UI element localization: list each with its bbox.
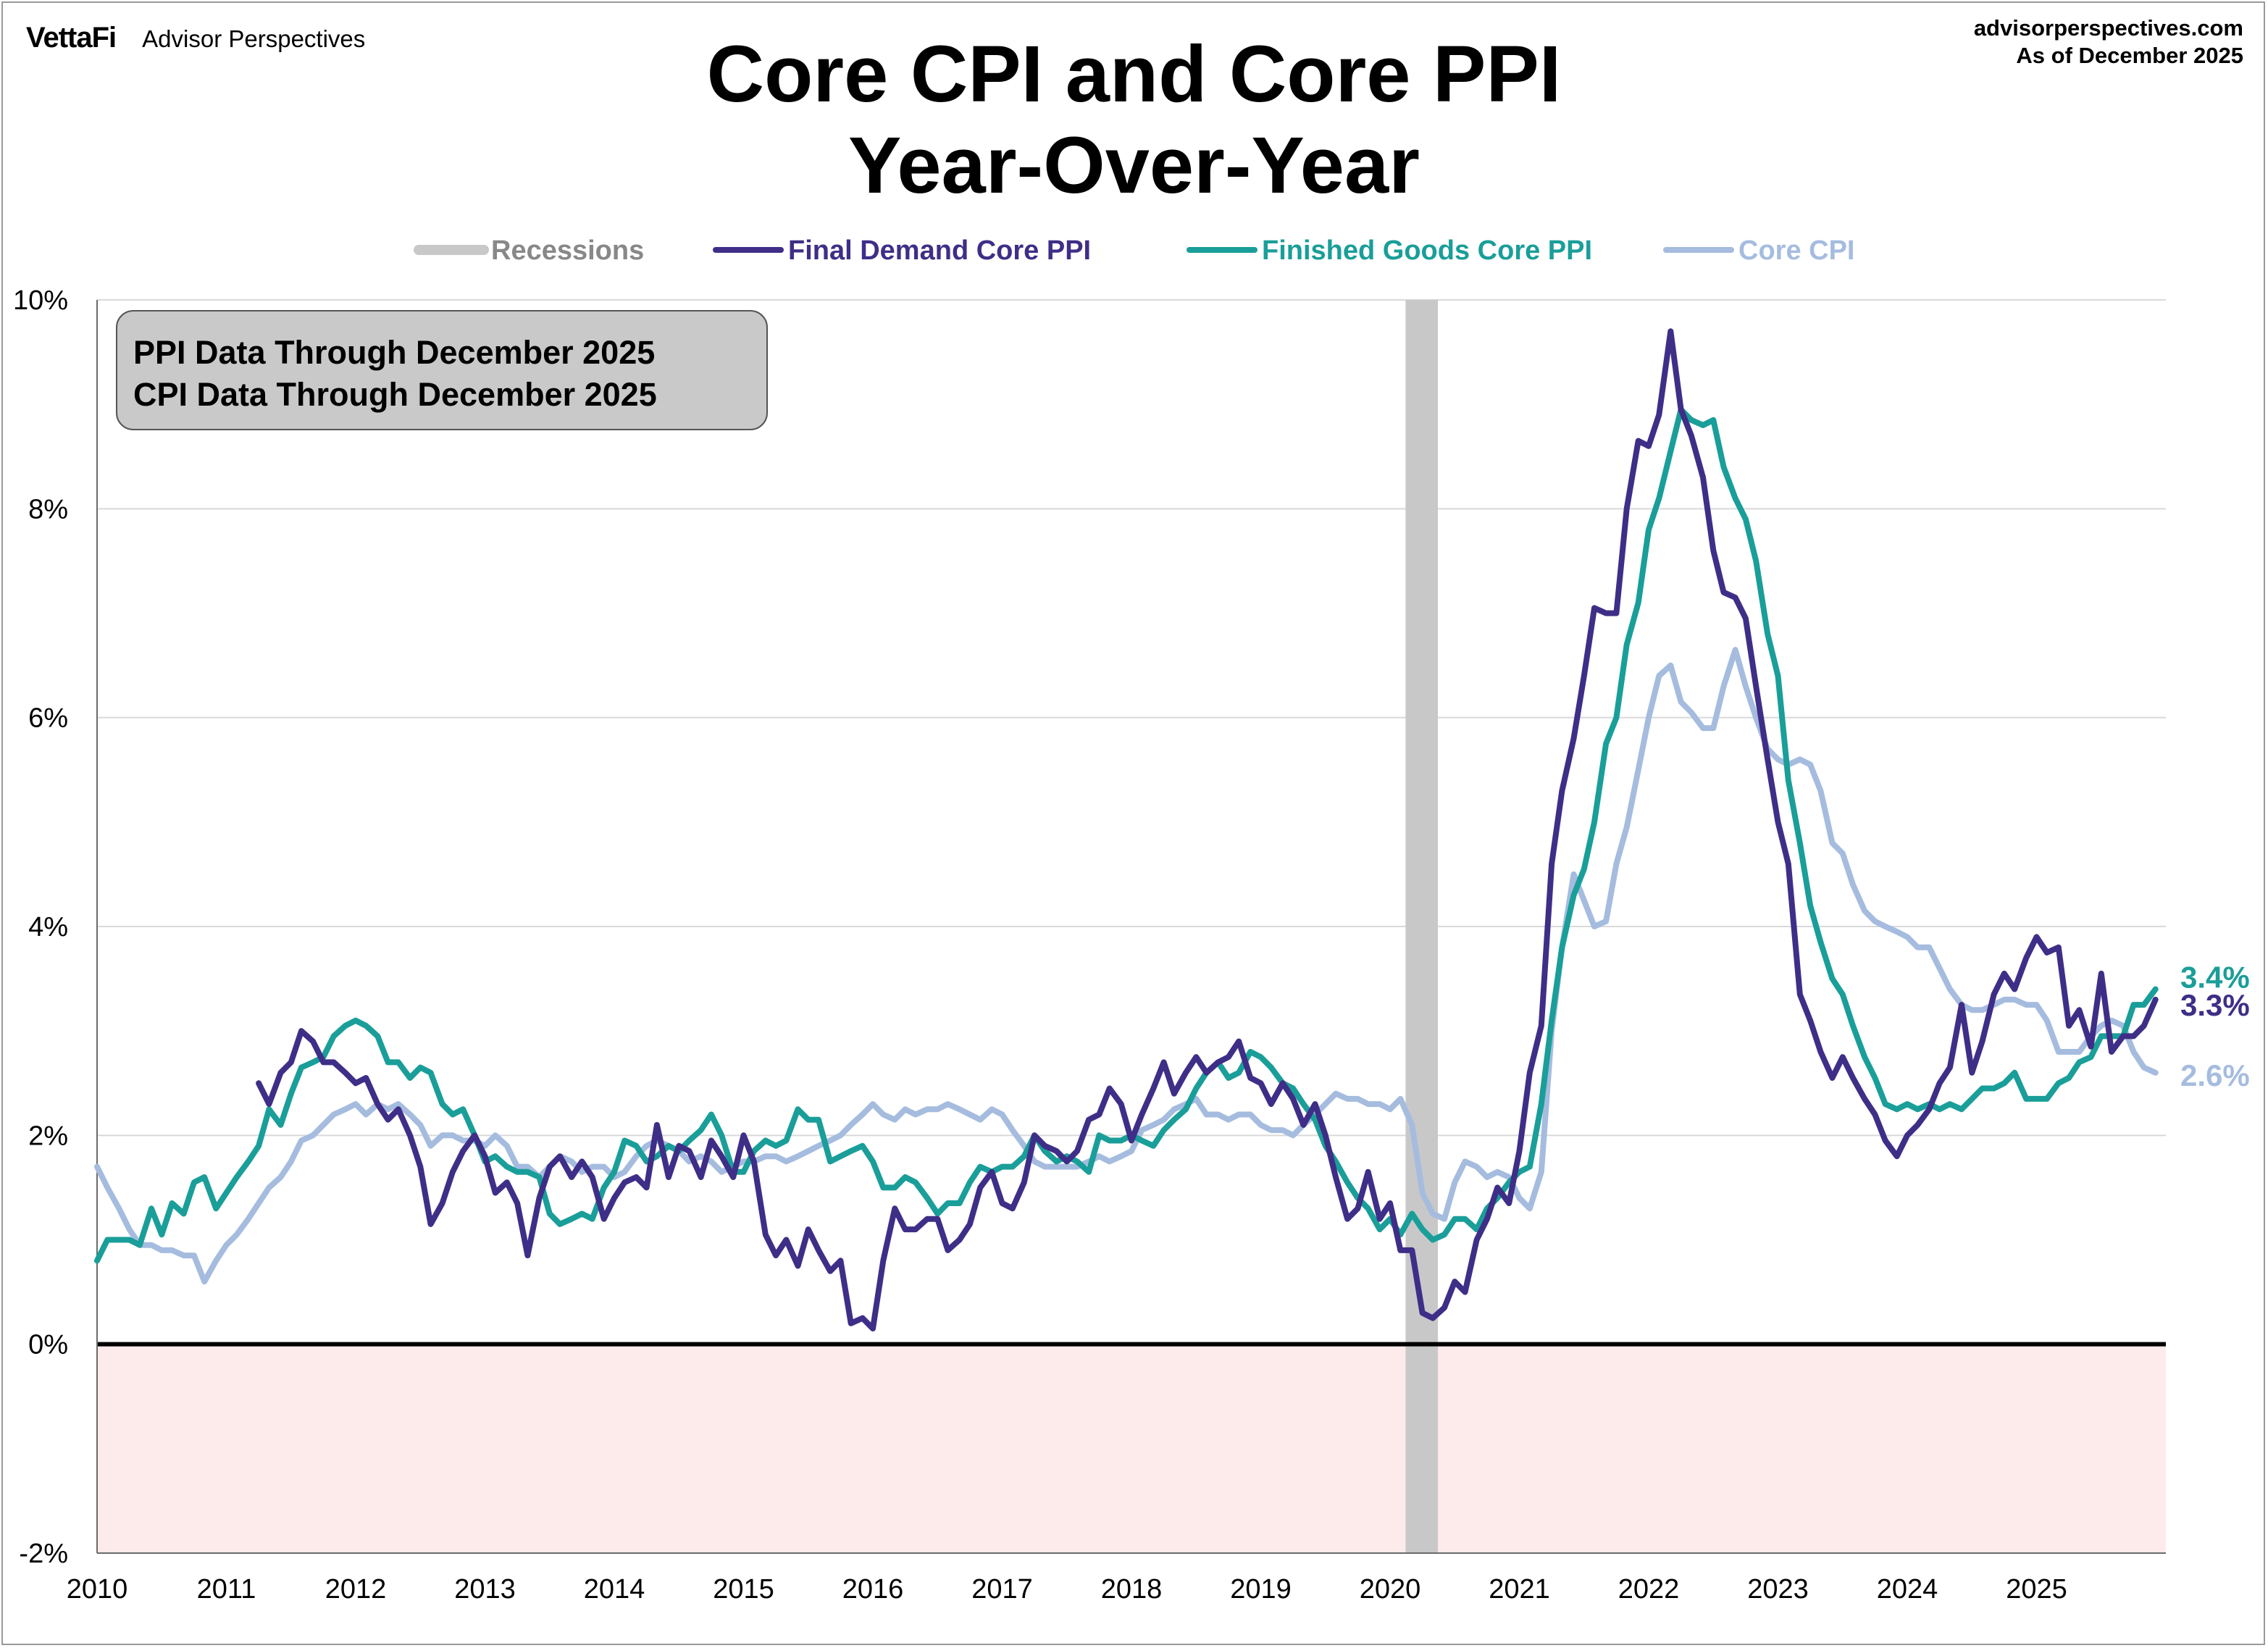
series-line-final-demand-core-ppi — [259, 331, 2156, 1329]
x-tick-label: 2015 — [713, 1574, 774, 1605]
legend-label-core-cpi: Core CPI — [1738, 235, 1854, 266]
cpi-data-through: CPI Data Through December 2025 — [133, 374, 750, 416]
x-axis-labels: 2010 2011 2012 2013 2014 2015 2016 2017 2018 2019… — [67, 1574, 2067, 1605]
x-tick-label: 2020 — [1360, 1574, 1421, 1605]
end-label-core-cpi: 2.6% — [2180, 1058, 2250, 1092]
series-lines — [97, 331, 2156, 1329]
x-tick-label: 2022 — [1618, 1574, 1680, 1605]
legend: Recessions Final Demand Core PPI Finished … — [419, 235, 1854, 266]
x-tick-label: 2011 — [197, 1574, 256, 1605]
end-value-labels: 3.3%3.4%2.6% — [2180, 961, 2250, 1092]
x-tick-label: 2012 — [325, 1574, 387, 1605]
x-tick-label: 2024 — [1877, 1574, 1938, 1605]
y-tick-label: 10% — [13, 285, 68, 316]
recession-bands — [1405, 300, 1438, 1553]
series-line-core-cpi — [97, 650, 2156, 1281]
x-tick-label: 2021 — [1489, 1574, 1550, 1605]
y-axis-labels: -2% 0% 2% 4% 6% 8% 10% — [13, 285, 68, 1569]
x-tick-label: 2018 — [1101, 1574, 1163, 1605]
y-tick-label: 8% — [28, 494, 68, 524]
negative-region-fill — [97, 1344, 2166, 1553]
x-tick-label: 2023 — [1747, 1574, 1809, 1605]
x-tick-label: 2014 — [584, 1574, 645, 1605]
legend-label-final-demand-core-ppi: Final Demand Core PPI — [788, 235, 1091, 266]
y-tick-label: 4% — [28, 912, 68, 942]
end-label-finished-goods-core-ppi: 3.4% — [2180, 961, 2250, 995]
y-tick-label: 2% — [28, 1121, 68, 1151]
x-tick-label: 2010 — [67, 1574, 128, 1605]
legend-label-recessions: Recessions — [491, 235, 644, 266]
ppi-data-through: PPI Data Through December 2025 — [133, 332, 750, 374]
x-tick-label: 2017 — [971, 1574, 1033, 1605]
y-tick-label: -2% — [19, 1539, 68, 1569]
x-tick-label: 2013 — [454, 1574, 516, 1605]
y-tick-label: 6% — [28, 703, 68, 734]
recession-band — [1405, 300, 1438, 1553]
legend-label-finished-goods-core-ppi: Finished Goods Core PPI — [1262, 235, 1592, 266]
x-tick-label: 2025 — [2006, 1574, 2067, 1605]
x-tick-label: 2019 — [1230, 1574, 1292, 1605]
x-tick-label: 2016 — [842, 1574, 904, 1605]
negative-region — [97, 1344, 2166, 1553]
y-tick-label: 0% — [28, 1330, 68, 1360]
data-through-note: PPI Data Through December 2025 CPI Data … — [116, 310, 768, 430]
